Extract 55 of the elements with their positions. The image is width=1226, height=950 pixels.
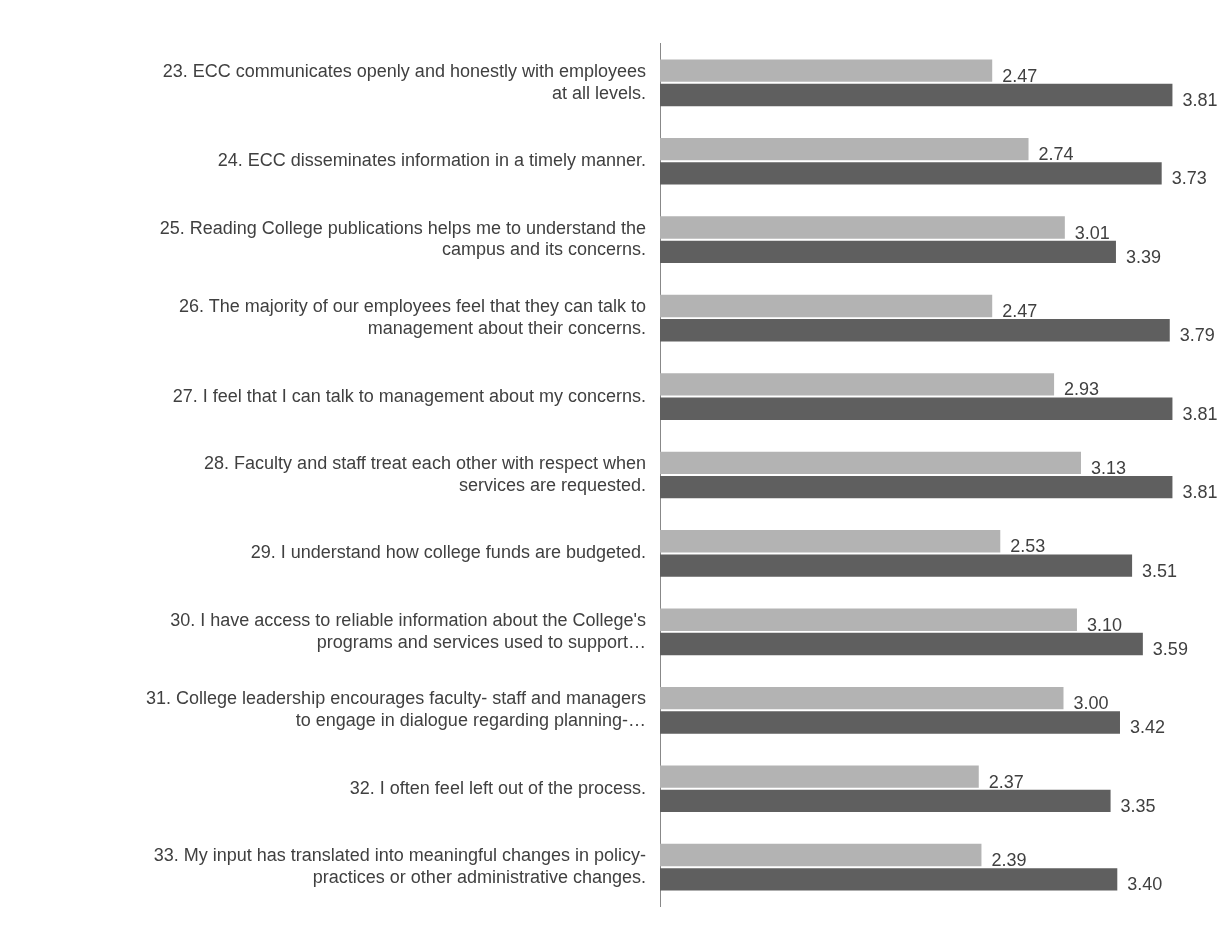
data-label: 3.01: [1074, 222, 1110, 243]
y-tick-label: 23. ECC communicates openly and honestly with employees at all levels.: [162, 60, 646, 103]
bar: [660, 240, 1116, 264]
bar: [660, 765, 979, 788]
data-label: 3.73: [1171, 168, 1207, 189]
y-tick-label: 27. I feel that I can talk to management about my concerns.: [172, 385, 646, 406]
data-label: 2.74: [1038, 144, 1074, 165]
y-tick-label: 24. ECC disseminates information in a timely manner.: [217, 150, 646, 171]
bar: [660, 373, 1055, 396]
bar: [660, 475, 1173, 499]
data-label: 2.93: [1064, 379, 1100, 400]
data-label: 3.79: [1179, 325, 1215, 346]
bar: [660, 711, 1120, 734]
bar: [660, 319, 1170, 342]
data-label: 3.81: [1182, 89, 1218, 110]
data-label: 2.37: [988, 771, 1024, 792]
bar: [660, 554, 1133, 577]
bar: [660, 632, 1143, 656]
data-label: 3.81: [1182, 482, 1218, 503]
bar: [660, 868, 1118, 891]
y-tick-label: 28. Faculty and staff treat each other with respect when services are requested.: [204, 453, 646, 495]
bar: [660, 530, 1001, 553]
bar: [660, 59, 993, 82]
data-label: 3.40: [1127, 874, 1163, 895]
bar: [660, 216, 1065, 239]
bar: [660, 789, 1111, 813]
y-tick-label: 29. I understand how college funds are budgeted.: [250, 542, 646, 563]
y-tick-label: 26. The majority of our employees feel that they can talk to management about their concerns.: [179, 296, 646, 338]
data-label: 2.47: [1002, 300, 1038, 321]
y-tick-label: 31. College leadership encourages faculty- staff and managers to engage in dialogue regarding planning-…: [146, 688, 646, 731]
y-tick-label: 33. My input has translated into meaningful changes in policy- practices or other administrative changes.: [153, 845, 646, 887]
data-label: 2.47: [1002, 65, 1038, 86]
data-label: 3.59: [1152, 639, 1188, 659]
data-label: 3.81: [1182, 403, 1218, 424]
data-label: 2.53: [1010, 536, 1046, 557]
data-label: 3.51: [1142, 560, 1178, 581]
bar: [660, 137, 1029, 161]
bar: [660, 162, 1162, 185]
data-label: 3.42: [1129, 717, 1166, 738]
bar: [660, 397, 1173, 420]
y-tick-label: 30. I have access to reliable information about the College's programs and services used to support…: [170, 610, 646, 652]
bar: [660, 294, 993, 318]
bar: [660, 451, 1081, 475]
y-tick-label: 32. I often feel left out of the process.: [349, 777, 646, 798]
data-label: 3.35: [1120, 795, 1156, 816]
bar: [660, 686, 1064, 710]
bar: [660, 608, 1077, 631]
bar: [660, 843, 982, 867]
bar: [660, 83, 1173, 107]
data-label: 3.13: [1090, 457, 1127, 478]
data-label: 2.39: [991, 849, 1027, 870]
data-label: 3.39: [1125, 246, 1161, 267]
y-tick-label: 25. Reading College publications helps me to understand the campus and its concerns.: [159, 217, 646, 260]
data-label: 3.00: [1073, 693, 1109, 714]
data-label: 3.10: [1086, 614, 1122, 635]
